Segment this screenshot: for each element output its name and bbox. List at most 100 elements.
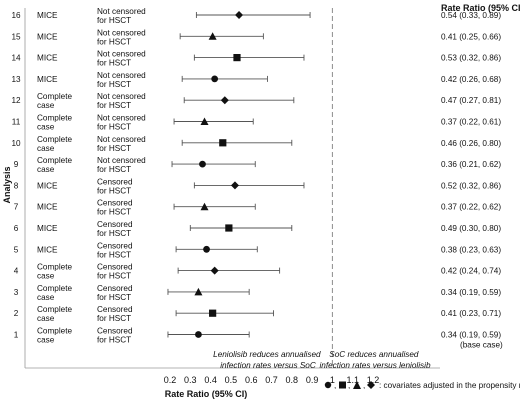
row-4-censoring-line-2: for HSCT [97,272,131,281]
row-4-censoring-line-1: Censored [97,263,133,272]
row-6: 6 MICE Censored for HSCT 0.49 (0.30, 0.80) [14,220,502,238]
row-9-censoring-line-1: Not censored [97,156,146,165]
legend-triangle-marker [353,381,361,389]
row-8-ci-text: 0.52 (0.32, 0.86) [441,181,501,190]
legend-text-main: : covariates adjusted in the propensity … [379,381,520,390]
row-1-note: (base case) [460,341,503,350]
row-1-method-line-2: case [37,336,55,345]
row-2-censoring: Censored for HSCT [97,305,133,323]
row-7-ci-text: 0.37 (0.22, 0.62) [441,203,501,212]
row-9-analysis-number: 9 [14,160,19,169]
row-14-censoring: Not censored for HSCT [97,50,146,68]
legend-circle-marker [324,381,332,389]
row-11-censoring-line-2: for HSCT [97,123,131,132]
row-14-estimate-square [233,54,241,62]
row-2-method: Complete case [37,305,72,323]
row-15: 15 MICE Not censored for HSCT 0.41 (0.25, 0.… [11,28,501,46]
row-11-ci-text: 0.37 (0.22, 0.61) [441,118,501,127]
row-5-estimate-circle [203,245,210,253]
row-9-estimate-circle [199,160,206,168]
row-2-analysis-number: 2 [14,309,19,318]
x-tick-labels: 0.2 0.3 0.4 0.5 0.6 0.7 0.8 0.9 1 1.1 1.2 [164,375,380,385]
row-10-estimate-square [219,139,227,147]
row-2: 2 Complete case Censored for HSCT 0.41 (0.23,… [14,305,502,323]
x-tick-0.3: 0.3 [184,375,197,385]
row-3-method-line-2: case [37,293,55,302]
row-8-analysis-number: 8 [14,181,19,190]
row-4-estimate-diamond [210,266,219,275]
row-10-method: Complete case [37,135,72,153]
row-12-method-line-2: case [37,101,55,110]
row-11-censoring: Not censored for HSCT [97,114,146,132]
row-12: 12 Complete case Not censored for HSCT 0.47 (… [11,92,501,110]
row-14-analysis-number: 14 [11,54,21,63]
legend-text: : covariates adjusted in the propensity … [379,381,520,390]
row-16-censoring-line-1: Not censored [97,7,146,16]
row-9-method-line-2: case [37,165,55,174]
row-7-estimate-triangle [200,202,209,211]
row-2-censoring-line-1: Censored [97,305,133,314]
row-12-censoring-line-1: Not censored [97,92,146,101]
row-11-method: Complete case [37,114,72,132]
row-10-analysis-number: 10 [11,139,21,148]
row-5-censoring-line-1: Censored [97,241,133,250]
row-6-censoring: Censored for HSCT [97,220,133,238]
row-7-method: MICE [37,203,58,212]
row-3-estimate-triangle [194,287,203,296]
row-9-censoring-line-2: for HSCT [97,165,131,174]
marker-legend: , , , : covariates adjusted in the prope… [324,381,520,390]
row-7: 7 MICE Censored for HSCT 0.37 (0.22, 0.62) [14,199,502,217]
row-7-analysis-number: 7 [14,203,19,212]
row-16-censoring-line-2: for HSCT [97,16,131,25]
row-16-estimate-diamond [235,11,244,19]
row-16-analysis-number: 16 [11,11,21,20]
row-4-ci-text: 0.42 (0.24, 0.74) [441,267,501,276]
row-6-censoring-line-2: for HSCT [97,229,131,238]
row-13-censoring-line-1: Not censored [97,71,146,80]
row-5-analysis-number: 5 [14,245,19,254]
row-13-ci-text: 0.42 (0.26, 0.68) [441,75,501,84]
row-1-method: Complete case [37,327,72,345]
x-tick-0.5: 0.5 [225,375,238,385]
row-14-ci-text: 0.53 (0.32, 0.86) [441,54,501,63]
ci-column-header: Rate Ratio (95% CI) [441,3,520,13]
row-5: 5 MICE Censored for HSCT 0.38 (0.23, 0.63) [14,241,502,259]
row-3-method: Complete case [37,284,72,302]
row-11-estimate-triangle [200,117,209,125]
y-axis-title: Analysis [2,166,12,203]
right-region-label: SoC reduces annualised infection rates v… [319,350,430,370]
legend-separator-2: , [348,381,350,390]
row-3-ci-text: 0.34 (0.19, 0.59) [441,288,501,297]
row-15-method: MICE [37,32,58,41]
row-5-censoring: Censored for HSCT [97,241,133,259]
x-tick-1: 1 [330,375,335,385]
row-2-censoring-line-2: for HSCT [97,314,131,323]
row-8-method: MICE [37,181,58,190]
row-14-censoring-line-2: for HSCT [97,59,131,68]
row-3-censoring-line-2: for HSCT [97,293,131,302]
x-tick-0.4: 0.4 [204,375,217,385]
row-2-ci-text: 0.41 (0.23, 0.71) [441,309,501,318]
row-14: 14 MICE Not censored for HSCT 0.53 (0.32, 0.… [11,50,501,68]
row-4-analysis-number: 4 [14,267,19,276]
x-tick-0.9: 0.9 [306,375,319,385]
row-16-method: MICE [37,11,58,20]
row-8-censoring-line-2: for HSCT [97,186,131,195]
row-1-censoring-line-2: for HSCT [97,336,131,345]
row-3-censoring: Censored for HSCT [97,284,133,302]
row-12-estimate-diamond [220,96,229,105]
row-10-censoring-line-2: for HSCT [97,144,131,153]
row-15-ci-text: 0.41 (0.25, 0.66) [441,32,501,41]
row-1-ci-text: 0.34 (0.19, 0.59) [441,331,501,340]
row-2-method-line-2: case [37,314,55,323]
row-6-method: MICE [37,224,58,233]
row-3: 3 Complete case Censored for HSCT 0.34 (0.19,… [14,284,502,302]
row-14-method: MICE [37,54,58,63]
row-1-estimate-circle [195,331,202,338]
row-4-censoring: Censored for HSCT [97,263,133,281]
legend-square-marker [339,381,346,389]
row-6-censoring-line-1: Censored [97,220,133,229]
row-6-ci-text: 0.49 (0.30, 0.80) [441,224,501,233]
row-7-censoring: Censored for HSCT [97,199,133,217]
row-1-method-line-1: Complete [37,327,72,336]
